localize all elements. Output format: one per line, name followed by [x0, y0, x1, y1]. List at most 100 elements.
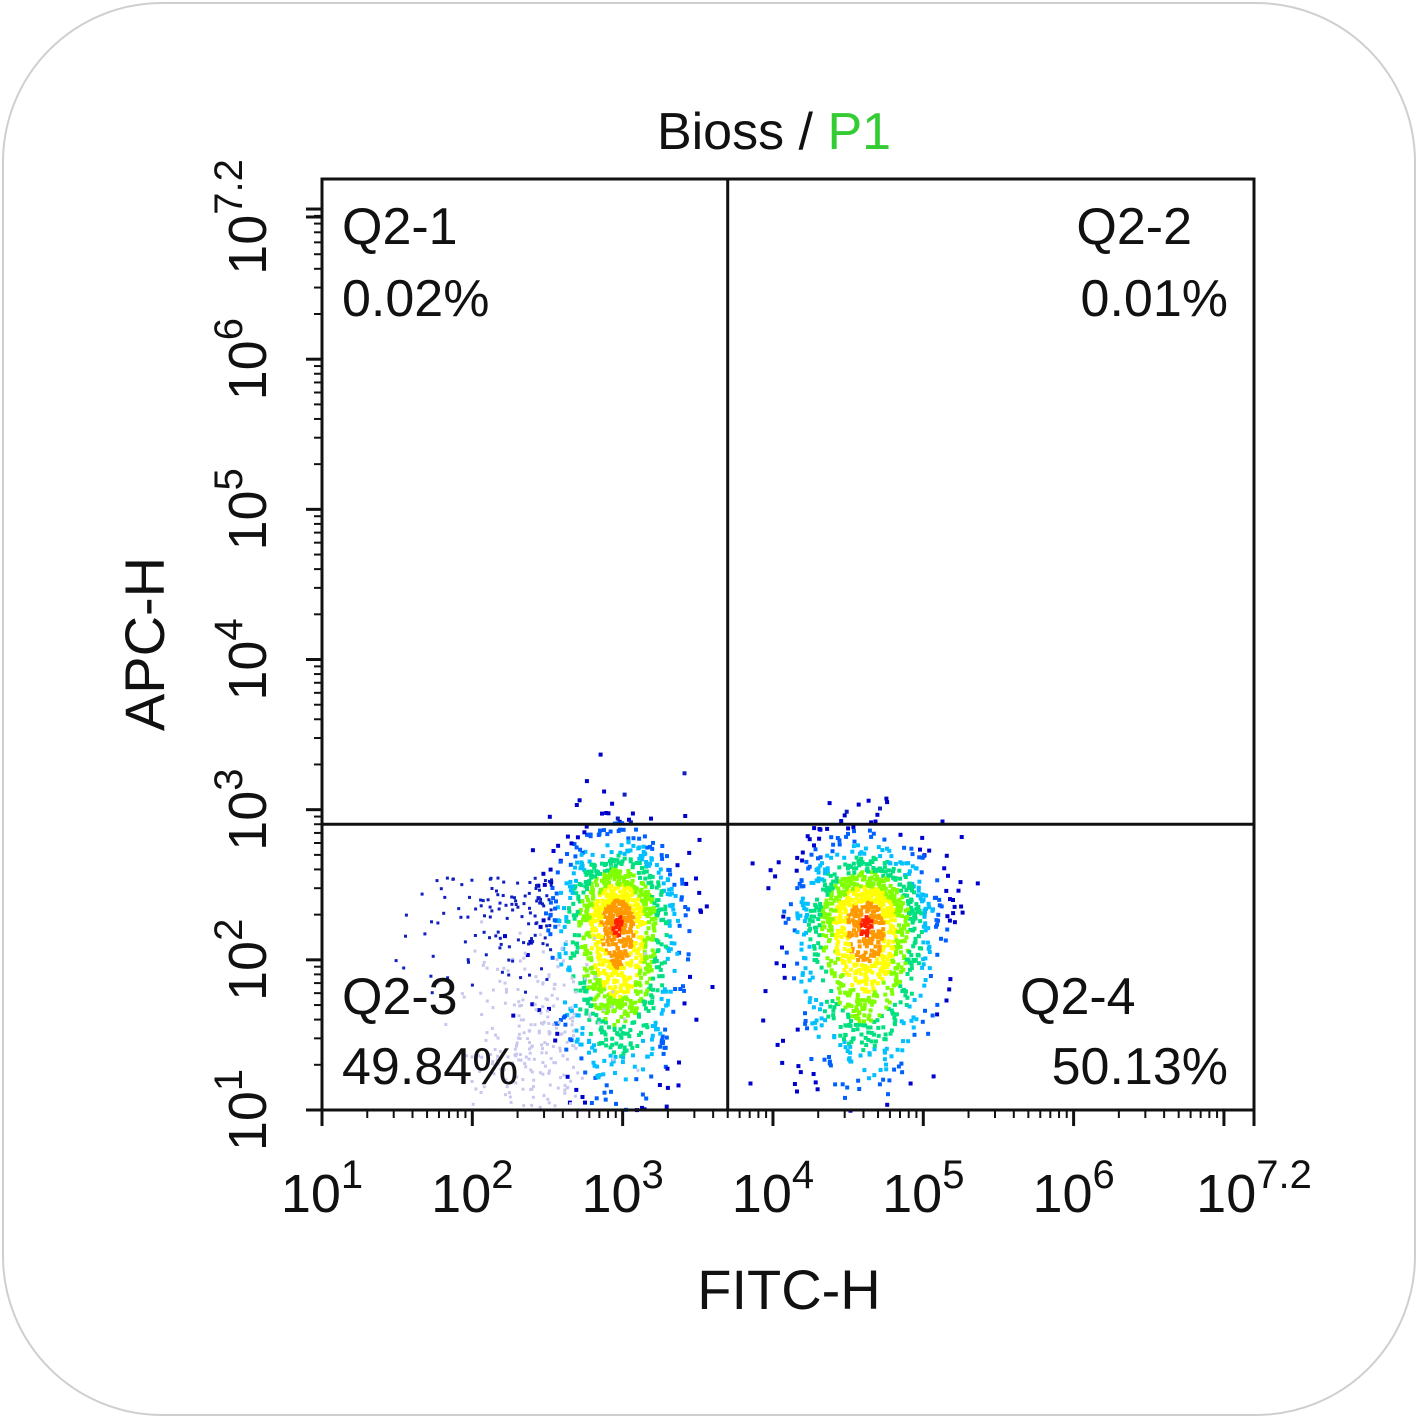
scatter-dot [597, 978, 602, 983]
scatter-dot [565, 1074, 570, 1079]
scatter-dot [803, 1021, 808, 1026]
scatter-dot [838, 908, 843, 913]
quadrant-percent-q2-1: 0.02% [342, 270, 489, 328]
scatter-dot [554, 1061, 558, 1065]
scatter-dot [883, 1037, 888, 1042]
scatter-dot [572, 953, 577, 958]
scatter-dot [519, 1018, 523, 1022]
scatter-dot [636, 916, 640, 921]
scatter-dot [560, 947, 564, 951]
scatter-dot [647, 875, 652, 880]
scatter-dot [854, 970, 859, 975]
scatter-dot [595, 883, 599, 888]
scatter-dot [592, 1043, 596, 1048]
scatter-dot [898, 882, 903, 887]
scatter-dot [614, 990, 619, 995]
scatter-dot [602, 789, 607, 794]
scatter-dot [948, 897, 952, 902]
scatter-dot [551, 1045, 555, 1048]
y-tick-exponent: 2 [207, 919, 251, 941]
scatter-dot [782, 909, 787, 914]
scatter-dot [609, 857, 614, 862]
scatter-dot [917, 855, 922, 860]
scatter-dot [527, 1057, 531, 1061]
scatter-dot [898, 876, 902, 881]
y-tick-exponent: 6 [207, 318, 251, 340]
scatter-dot [908, 911, 913, 915]
scatter-dot [647, 893, 652, 898]
scatter-dot [444, 1023, 448, 1026]
scatter-dot [802, 919, 807, 924]
scatter-dot [584, 824, 589, 829]
scatter-dot [819, 1002, 824, 1007]
scatter-dot [653, 1020, 658, 1025]
scatter-dot [890, 1010, 895, 1015]
scatter-dot [675, 951, 680, 956]
scatter-dot [528, 940, 533, 944]
scatter-dot [526, 1037, 530, 1041]
scatter-dot [646, 881, 651, 886]
scatter-dot [840, 877, 845, 882]
scatter-dot [573, 854, 578, 859]
scatter-dot [952, 920, 957, 925]
scatter-dot [629, 910, 634, 915]
scatter-dot [861, 953, 866, 958]
scatter-dot [889, 917, 894, 922]
scatter-dot [643, 1000, 648, 1005]
scatter-dot [562, 1073, 566, 1077]
scatter-dot [903, 919, 908, 924]
scatter-dot [895, 982, 899, 987]
scatter-dot [808, 937, 813, 942]
scatter-dot [823, 915, 828, 920]
scatter-dot [671, 907, 676, 912]
scatter-dot [883, 971, 888, 976]
scatter-dot [622, 851, 627, 856]
scatter-dot [651, 922, 656, 927]
scatter-dot [533, 933, 537, 937]
scatter-dot [511, 959, 515, 963]
scatter-dot [509, 1100, 513, 1104]
scatter-dot [615, 816, 620, 821]
scatter-dot [589, 1101, 594, 1105]
scatter-dot [529, 1088, 533, 1091]
scatter-dot [847, 930, 852, 935]
scatter-dot [584, 952, 589, 957]
scatter-dot [812, 958, 817, 962]
scatter-dot [479, 991, 483, 995]
scatter-dot [663, 944, 668, 949]
scatter-dot [606, 964, 611, 969]
scatter-dot [482, 930, 486, 934]
scatter-dot [921, 940, 926, 945]
scatter-dot [634, 886, 639, 891]
scatter-dot [917, 879, 922, 884]
scatter-dot [583, 849, 588, 854]
scatter-dot [904, 935, 909, 940]
scatter-dot [605, 868, 610, 873]
scatter-dot [617, 882, 622, 887]
scatter-dot [909, 962, 914, 967]
scatter-dot [558, 859, 563, 864]
scatter-dot [885, 998, 890, 1003]
scatter-dot [855, 996, 860, 1001]
scatter-dot [919, 870, 924, 875]
scatter-dot [879, 918, 884, 923]
scatter-dot [640, 892, 645, 897]
scatter-dot [943, 938, 948, 943]
scatter-dot [832, 971, 837, 976]
scatter-dot [816, 856, 820, 861]
scatter-dot [585, 887, 589, 892]
scatter-dot [828, 1063, 833, 1068]
scatter-dot [557, 1020, 561, 1024]
scatter-dot [538, 933, 542, 937]
scatter-dot [652, 909, 657, 913]
scatter-dot [858, 1002, 863, 1007]
scatter-dot [865, 901, 870, 906]
scatter-dot [803, 966, 808, 971]
scatter-dot [624, 907, 628, 912]
scatter-dot [544, 1051, 548, 1055]
scatter-dot [865, 920, 870, 925]
scatter-dot [585, 903, 590, 908]
scatter-dot [869, 1039, 874, 1044]
scatter-dot [624, 896, 629, 901]
scatter-dot [660, 989, 665, 994]
